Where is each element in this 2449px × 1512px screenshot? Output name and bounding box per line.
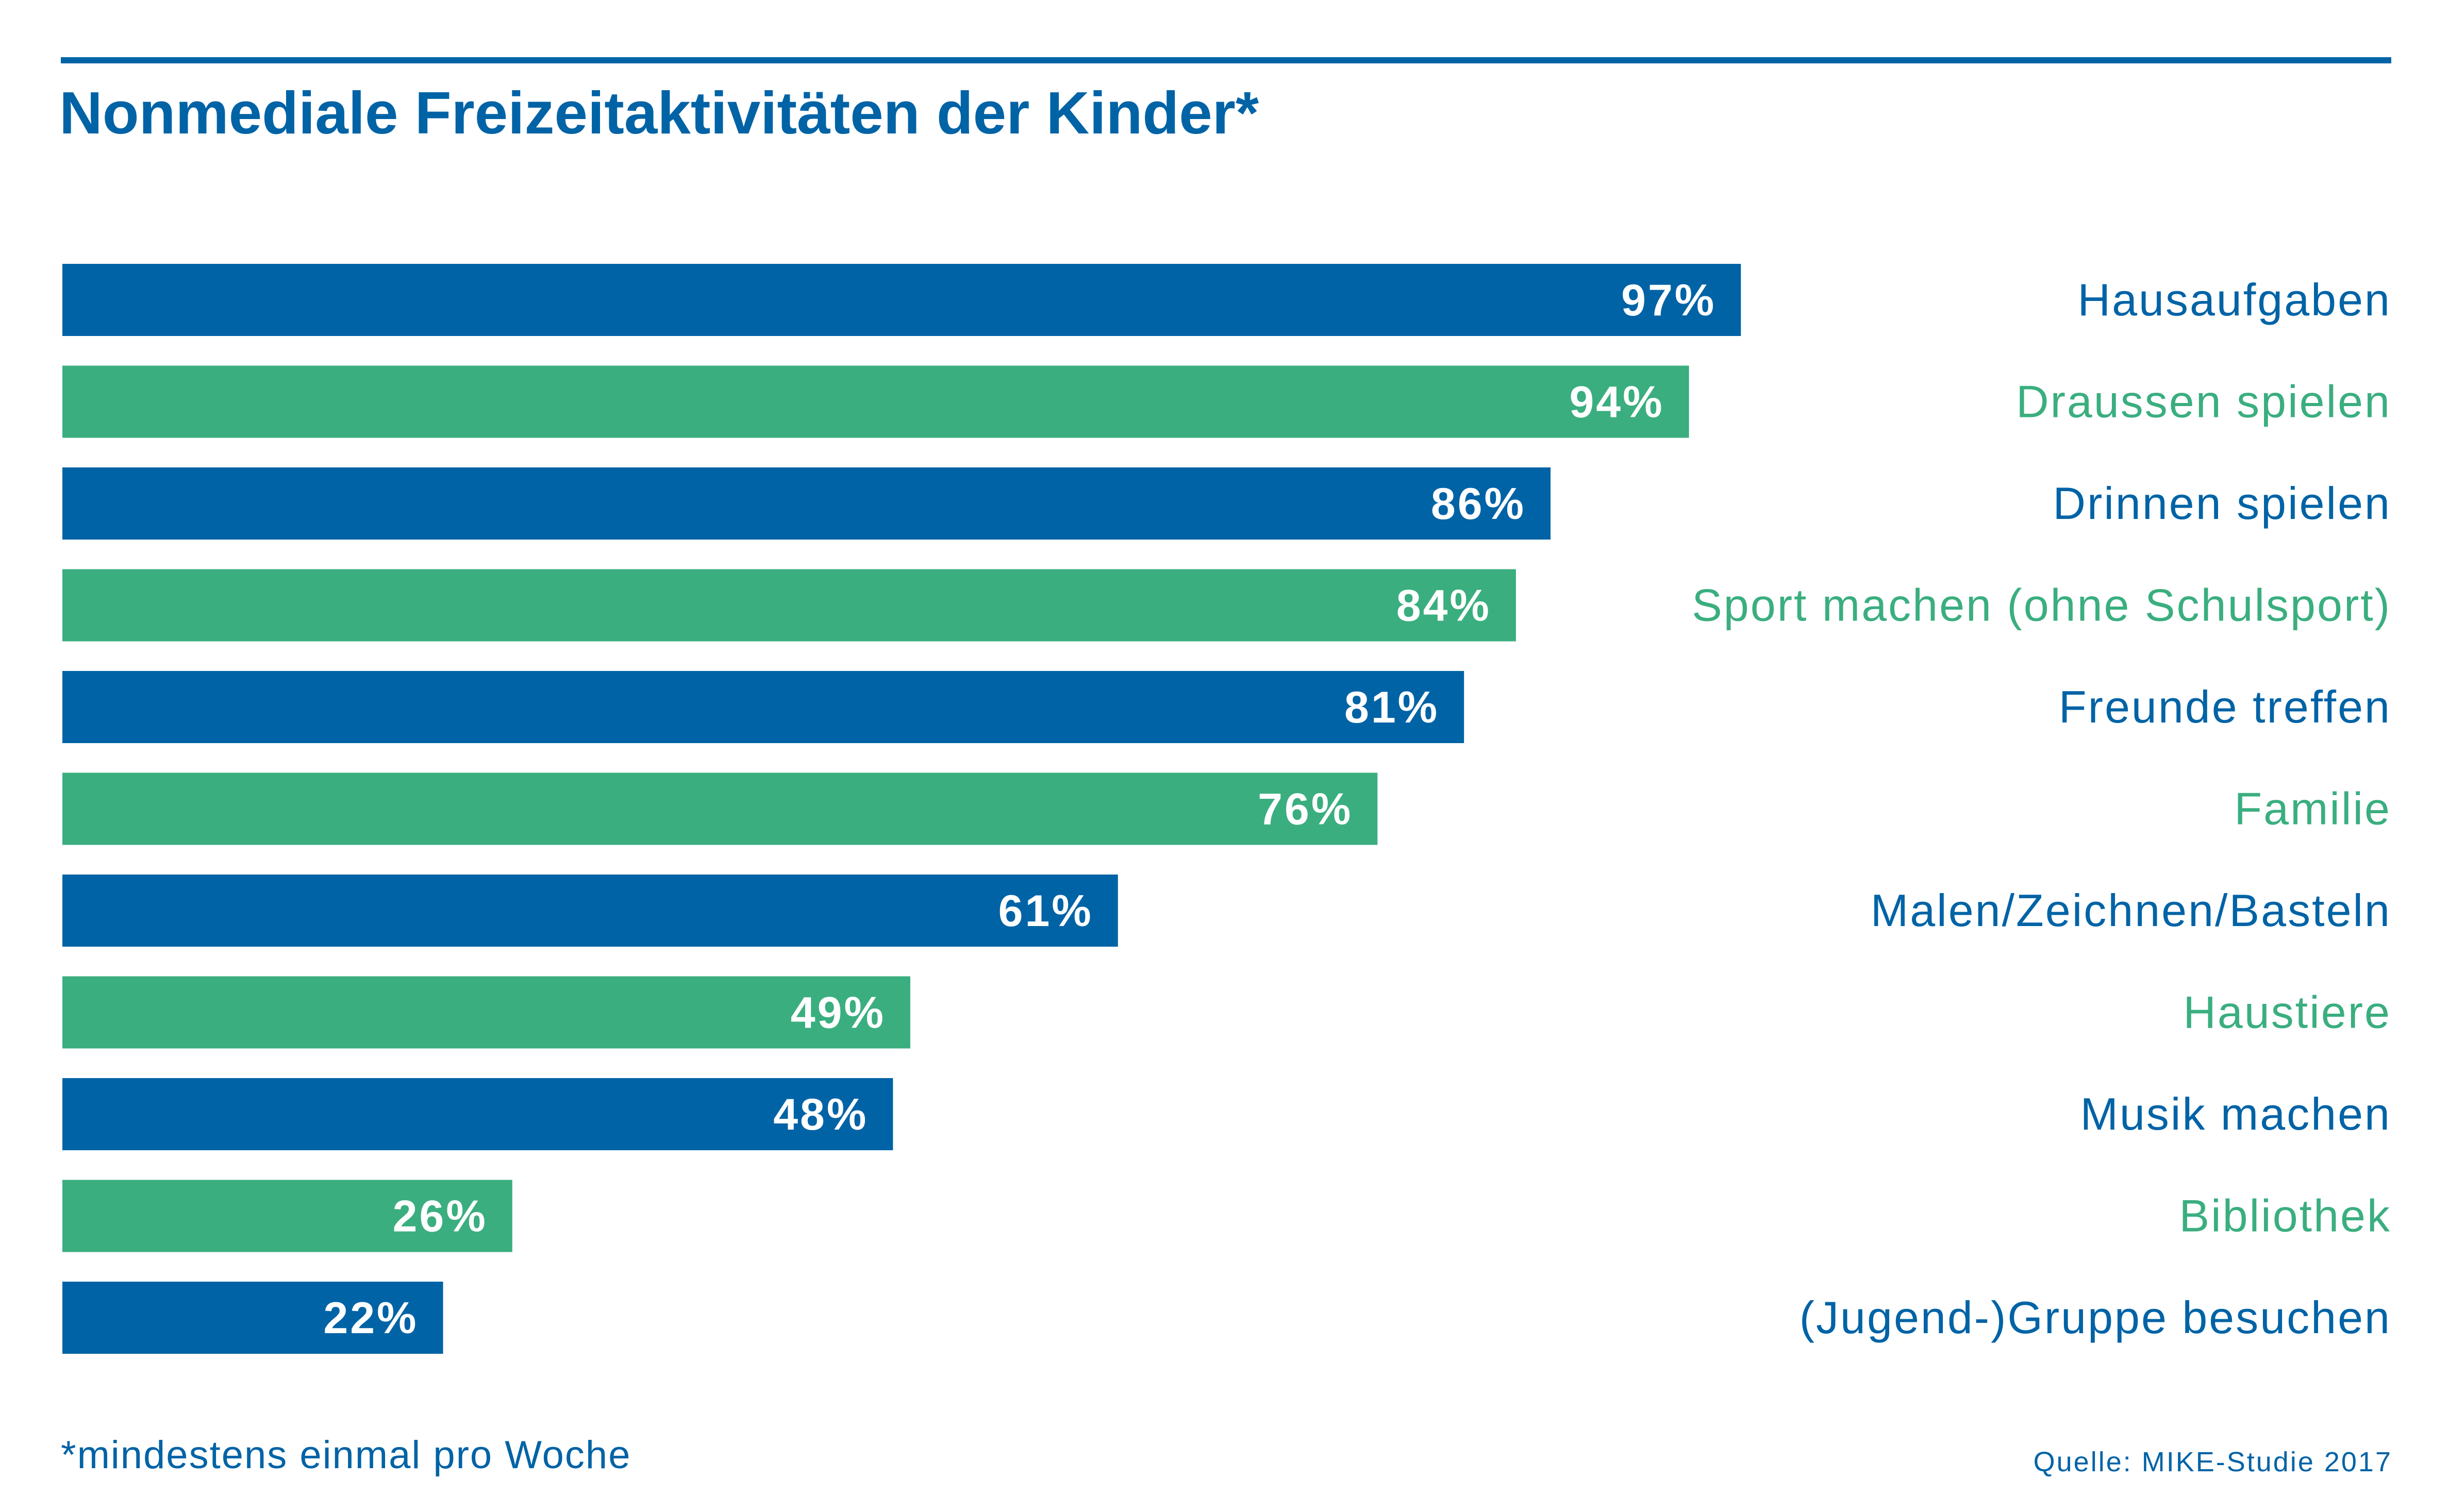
bar-4 (62, 671, 1464, 743)
category-label-9: Bibliothek (2179, 1190, 2391, 1241)
value-label-9: 26% (393, 1192, 488, 1241)
value-label-4: 81% (1344, 683, 1439, 732)
bar-10 (62, 1282, 443, 1354)
footnote: *mindestens einmal pro Woche (61, 1433, 631, 1477)
bar-7 (62, 976, 910, 1049)
chart-title: Nonmediale Freizeitaktivitäten der Kinde… (59, 79, 1259, 146)
value-label-3: 84% (1396, 581, 1491, 631)
bar-5 (62, 772, 1378, 845)
value-label-1: 94% (1569, 378, 1664, 427)
category-label-7: Haustiere (2183, 987, 2391, 1038)
category-label-10: (Jugend-)Gruppe besuchen (1800, 1292, 2391, 1343)
value-label-8: 48% (773, 1090, 868, 1139)
bar-0 (62, 264, 1741, 336)
category-label-1: Draussen spielen (2016, 376, 2391, 427)
bar-3 (62, 569, 1516, 642)
bar-1 (62, 365, 1689, 438)
category-label-8: Musik machen (2080, 1088, 2391, 1139)
value-label-10: 22% (323, 1293, 418, 1343)
category-label-2: Drinnen spielen (2053, 478, 2392, 529)
source-note: Quelle: MIKE-Studie 2017 (2033, 1447, 2392, 1477)
bar-6 (62, 875, 1118, 947)
category-label-6: Malen/Zeichnen/Basteln (1871, 885, 2391, 936)
bar-9 (62, 1180, 512, 1252)
top-rule (61, 57, 2391, 63)
bar-2 (62, 467, 1551, 540)
value-label-5: 76% (1258, 785, 1353, 834)
value-label-0: 97% (1621, 276, 1716, 325)
value-label-6: 61% (998, 886, 1093, 936)
category-label-0: Hausaufgaben (2078, 274, 2391, 325)
category-label-4: Freunde treffen (2059, 681, 2391, 732)
category-label-5: Familie (2234, 783, 2391, 834)
category-label-3: Sport machen (ohne Schulsport) (1692, 580, 2391, 631)
bar-8 (62, 1078, 893, 1150)
value-label-7: 49% (791, 988, 886, 1038)
bars-layer: 97% Hausaufgaben 94% Draussen spielen 86% Dri… (62, 264, 2392, 1354)
value-label-2: 86% (1431, 479, 1526, 529)
